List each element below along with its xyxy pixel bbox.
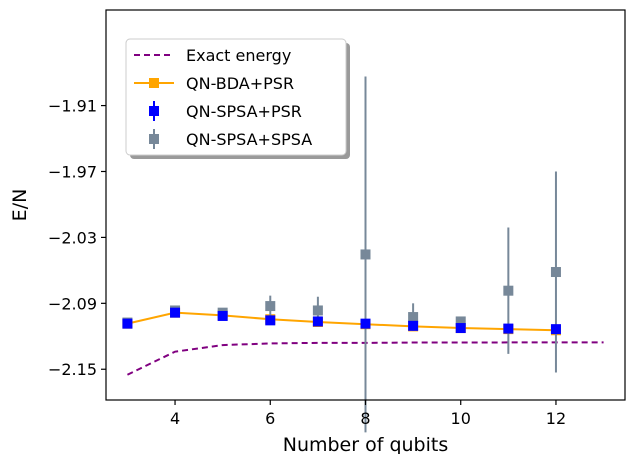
data-point-qn-spsa-spsa [312, 305, 323, 316]
legend-qn-bda-psr-marker [149, 78, 159, 88]
data-point-qn-spsa-spsa [360, 249, 371, 260]
data-point-qn-spsa-psr [312, 316, 323, 327]
data-point-qn-spsa-psr [360, 318, 371, 329]
legend-exact-energy-label: Exact energy [186, 46, 291, 65]
plot-area [122, 76, 604, 433]
data-point-qn-spsa-spsa [455, 316, 466, 327]
data-point-qn-spsa-psr [217, 310, 228, 321]
data-point-qn-spsa-psr [550, 324, 561, 335]
legend-qn-spsa-spsa-marker [149, 134, 159, 144]
y-axis: −1.91 −1.97 −2.03 −2.09 −2.15 [48, 97, 106, 379]
x-tick-label: 8 [360, 409, 370, 428]
series-qn-bda-psr [122, 307, 561, 336]
y-axis-label: E/N [9, 189, 31, 222]
x-axis-label: Number of qubits [283, 434, 449, 454]
data-point-qn-spsa-spsa [550, 267, 561, 278]
x-axis: 4 6 8 10 12 [170, 400, 566, 428]
x-tick-label: 6 [265, 409, 275, 428]
legend-box [125, 38, 347, 156]
data-point-qn-spsa-psr [122, 318, 133, 329]
series-line-qn-bda-psr [127, 311, 556, 332]
x-tick-label: 10 [451, 409, 471, 428]
data-point-qn-spsa-psr [265, 315, 276, 326]
legend: Exact energy QN-BDA+PSR QN-SPSA+PSR QN-S… [125, 38, 350, 159]
legend-qn-spsa-psr-marker [149, 106, 159, 116]
y-tick-label: −1.91 [48, 97, 97, 116]
y-tick-label: −1.97 [48, 162, 97, 181]
legend-qn-spsa-psr-label: QN-SPSA+PSR [186, 102, 302, 121]
y-tick-label: −2.15 [48, 360, 97, 379]
y-tick-label: −2.03 [48, 228, 97, 247]
data-point-qn-spsa-psr [455, 323, 466, 334]
data-point-qn-spsa-spsa [265, 301, 276, 312]
legend-qn-spsa-spsa-label: QN-SPSA+SPSA [186, 130, 312, 149]
data-point-qn-spsa-psr [408, 320, 419, 331]
data-point-qn-spsa-psr [503, 323, 514, 334]
series-qn-spsa-spsa [122, 76, 561, 433]
y-tick-label: −2.09 [48, 294, 97, 313]
x-tick-label: 12 [546, 409, 566, 428]
data-point-qn-spsa-spsa [503, 285, 514, 296]
legend-qn-bda-psr-label: QN-BDA+PSR [186, 74, 294, 93]
data-point-qn-spsa-spsa [408, 312, 419, 323]
x-tick-label: 4 [170, 409, 180, 428]
series-qn-spsa-psr [122, 307, 561, 335]
data-point-qn-spsa-psr [170, 307, 181, 318]
